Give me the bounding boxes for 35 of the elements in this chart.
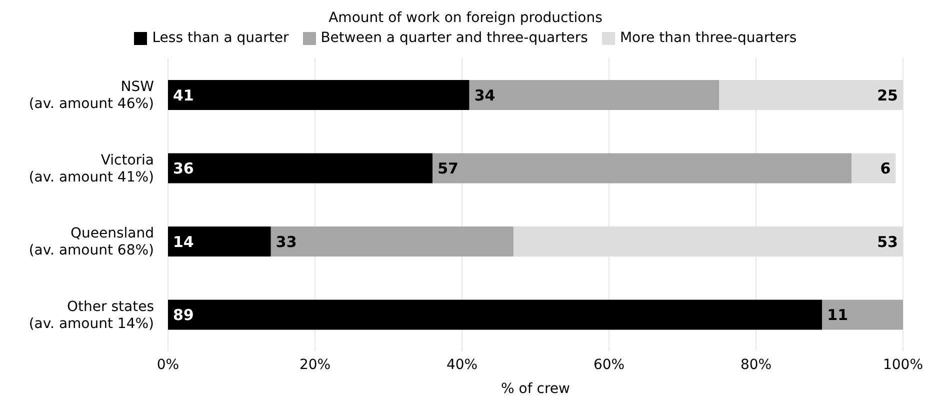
bar [270, 226, 514, 256]
data-label: 33 [276, 232, 297, 251]
bar [168, 80, 470, 110]
x-tick-label: 20% [299, 356, 331, 373]
legend-label: Between a quarter and three-quarters [320, 29, 588, 48]
x-axis-title: % of crew [501, 381, 570, 397]
data-label: 36 [173, 160, 194, 178]
y-tick-label: Victoria (av. amount 41%) [28, 152, 154, 186]
x-tick-label: 100% [882, 356, 924, 373]
bar [852, 153, 896, 184]
bar [168, 300, 822, 330]
data-label: 34 [474, 86, 496, 104]
y-tick-label: Queensland (av. amount 68%) [28, 226, 154, 259]
bar [168, 153, 433, 184]
y-tick-label: NSW (av. amount 46%) [28, 79, 154, 112]
bar [822, 300, 903, 330]
bar [469, 80, 720, 110]
legend-title: Amount of work on foreign productions [328, 9, 604, 28]
data-label: 11 [827, 306, 848, 324]
legend-label: More than three-quarters [620, 29, 797, 48]
x-tick-label: 80% [740, 356, 772, 373]
data-label: 57 [438, 160, 458, 178]
x-tick-label: 0% [156, 356, 180, 373]
data-label: 6 [880, 160, 891, 178]
bar [432, 153, 852, 184]
bar [168, 226, 271, 256]
data-label: 89 [173, 306, 194, 324]
data-label: 25 [877, 86, 898, 104]
data-label: 41 [173, 86, 194, 104]
x-tick-label: 40% [446, 356, 478, 373]
data-label: 53 [877, 232, 898, 251]
data-label: 14 [173, 232, 194, 251]
legend-label: Less than a quarter [152, 29, 289, 48]
y-tick-label: Other states (av. amount 14%) [28, 298, 154, 332]
x-tick-label: 60% [593, 356, 625, 373]
